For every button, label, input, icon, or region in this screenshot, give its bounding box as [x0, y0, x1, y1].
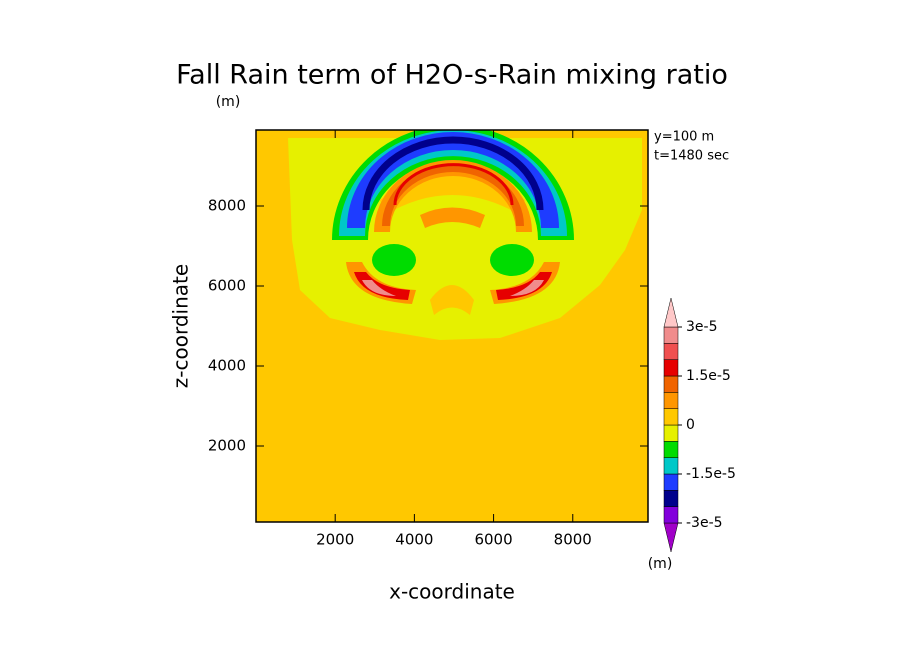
- colorbar-box: [663, 506, 679, 524]
- colorbar-tick-label: 0: [686, 417, 695, 433]
- x-tick-label: 6000: [474, 531, 512, 549]
- x-tick-label: 8000: [554, 531, 592, 549]
- x-tick-label: 2000: [316, 531, 354, 549]
- plot-frame: [255, 129, 649, 523]
- x-axis-label: x-coordinate: [389, 580, 515, 604]
- contour-fill: [496, 272, 552, 300]
- y-tick-label: 2000: [208, 437, 246, 455]
- colorbar-box: [663, 408, 679, 426]
- contour-fill: [510, 280, 544, 296]
- contour-fill: [490, 244, 534, 276]
- colorbar-box: [663, 326, 679, 344]
- colorbar-box: [663, 424, 679, 442]
- y-tick-label: 8000: [208, 197, 246, 215]
- contour-fill: [372, 244, 416, 276]
- contour-fill: [430, 285, 474, 315]
- colorbar-end: [663, 297, 679, 328]
- chart-title: Fall Rain term of H2O-s-Rain mixing rati…: [176, 60, 728, 91]
- annotation: t=1480 sec: [654, 149, 729, 164]
- colorbar-box: [663, 441, 679, 458]
- colorbar-unit: (m): [648, 556, 673, 572]
- contour-fill: [393, 163, 514, 206]
- contour-fill: [420, 207, 485, 228]
- y-axis-label: z-coordinate: [169, 264, 193, 388]
- colorbar-box: [663, 343, 679, 360]
- contour-fill: [354, 272, 410, 300]
- x-tick-label: 4000: [395, 531, 433, 549]
- y-tick-label: 4000: [208, 357, 246, 375]
- colorbar-box: [663, 359, 679, 377]
- contour-fill: [362, 136, 544, 211]
- colorbar-tick-label: 3e-5: [686, 319, 717, 335]
- colorbar-box: [663, 490, 679, 507]
- colorbar-tick-label: 1.5e-5: [686, 368, 731, 384]
- contour-field: [256, 130, 648, 522]
- contour-fill: [362, 280, 396, 296]
- colorbar-tick-label: -3e-5: [686, 515, 723, 531]
- colorbar-box: [663, 457, 679, 475]
- annotation: y=100 m: [654, 130, 714, 145]
- subtitle: (m): [216, 94, 241, 110]
- colorbar-box: [663, 375, 679, 393]
- colorbar-box: [663, 473, 679, 491]
- colorbar-tick-label: -1.5e-5: [686, 466, 736, 482]
- y-tick-label: 6000: [208, 277, 246, 295]
- colorbar-end: [663, 522, 679, 553]
- colorbar-box: [663, 392, 679, 409]
